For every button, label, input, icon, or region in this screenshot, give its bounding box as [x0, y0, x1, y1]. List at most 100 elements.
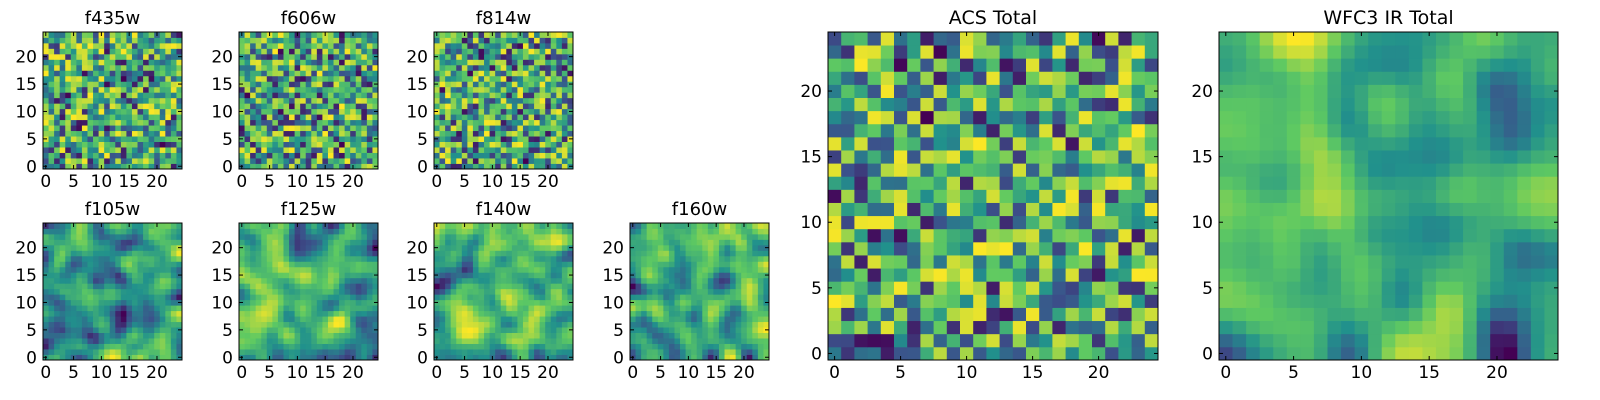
- heatmap-cell: [81, 327, 88, 333]
- heatmap-cell: [484, 261, 490, 268]
- heatmap-cell: [730, 332, 737, 339]
- heatmap-cell: [763, 228, 770, 235]
- heatmap-cell: [305, 103, 312, 110]
- heatmap-cell: [165, 299, 172, 306]
- heatmap-cell: [561, 163, 568, 170]
- heatmap-cell: [104, 32, 111, 38]
- heatmap-cell: [366, 310, 373, 317]
- heatmap-cell: [255, 261, 262, 268]
- heatmap-cell: [489, 261, 496, 268]
- heatmap-cell: [461, 288, 468, 295]
- heatmap-cell: [561, 125, 568, 132]
- heatmap-cell: [841, 228, 855, 243]
- heatmap-cell: [946, 189, 961, 203]
- heatmap-cell: [635, 239, 642, 246]
- heatmap-cell: [48, 250, 55, 257]
- heatmap-cell: [999, 241, 1014, 256]
- heatmap-cell: [48, 119, 55, 126]
- heatmap-cell: [98, 86, 105, 93]
- heatmap-cell: [484, 255, 490, 262]
- heatmap-cell: [93, 233, 99, 240]
- heatmap-cell: [867, 215, 882, 230]
- heatmap-cell: [489, 42, 496, 49]
- heatmap-cell: [663, 316, 670, 323]
- heatmap-cell: [244, 288, 251, 295]
- heatmap-cell: [327, 349, 334, 355]
- heatmap-cell: [567, 42, 574, 49]
- heatmap-cell: [126, 130, 133, 137]
- heatmap-cell: [484, 136, 490, 142]
- heatmap-cell: [506, 316, 513, 323]
- heatmap-cell: [255, 288, 262, 295]
- heatmap-cell: [534, 310, 541, 317]
- heatmap-cell: [255, 130, 262, 137]
- heatmap-cell: [489, 158, 496, 164]
- heatmap-cell: [495, 97, 502, 104]
- heatmap-cell: [445, 42, 452, 49]
- heatmap-cell: [131, 81, 138, 88]
- heatmap-cell: [445, 321, 452, 328]
- heatmap-cell: [120, 114, 127, 121]
- heatmap-cell: [159, 130, 166, 137]
- heatmap-cell: [439, 223, 446, 229]
- heatmap-cell: [946, 346, 961, 361]
- heatmap-cell: [1026, 189, 1040, 203]
- heatmap-cell: [445, 239, 452, 246]
- heatmap-cell: [76, 239, 83, 246]
- heatmap-cell: [907, 281, 921, 295]
- heatmap-cell: [255, 136, 262, 142]
- heatmap-cell: [355, 250, 362, 257]
- heatmap-cell: [366, 332, 373, 339]
- heatmap-cell: [43, 343, 49, 350]
- heatmap-cell: [165, 277, 172, 284]
- heatmap-cell: [170, 114, 177, 121]
- heatmap-cell: [495, 42, 502, 49]
- heatmap-cell: [1144, 268, 1159, 282]
- heatmap-cell: [445, 59, 452, 66]
- heatmap-cell: [630, 343, 636, 350]
- x-tick-label: 10: [287, 172, 309, 192]
- heatmap-cell: [327, 152, 334, 159]
- heatmap-cell: [137, 37, 144, 44]
- heatmap-cell: [154, 349, 161, 355]
- heatmap-cell: [81, 310, 88, 317]
- heatmap-cell: [1078, 294, 1093, 308]
- heatmap-cell: [87, 283, 94, 290]
- heatmap-cell: [489, 283, 496, 290]
- heatmap-cell: [450, 223, 457, 229]
- heatmap-cell: [495, 354, 502, 361]
- heatmap-cell: [495, 158, 502, 164]
- heatmap-cell: [550, 233, 557, 240]
- heatmap-cell: [478, 53, 485, 60]
- heatmap-cell: [93, 321, 99, 328]
- heatmap-cell: [244, 103, 251, 110]
- heatmap-cell: [137, 294, 144, 301]
- heatmap-cell: [517, 332, 524, 339]
- heatmap-cell: [54, 244, 61, 251]
- heatmap-cell: [305, 233, 312, 240]
- heatmap-cell: [289, 233, 295, 240]
- heatmap-cell: [148, 75, 155, 82]
- heatmap-cell: [87, 343, 94, 350]
- heatmap-cell: [54, 261, 61, 268]
- heatmap-cell: [467, 283, 474, 290]
- heatmap-cell: [933, 202, 948, 217]
- heatmap-cell: [170, 327, 177, 333]
- heatmap-cell: [148, 321, 155, 328]
- heatmap-cell: [445, 37, 452, 44]
- heatmap-cell: [663, 332, 670, 339]
- heatmap-cell: [239, 37, 245, 44]
- heatmap-cell: [545, 266, 552, 273]
- heatmap-cell: [986, 163, 1000, 177]
- heatmap-cell: [746, 266, 753, 273]
- heatmap-cell: [461, 299, 468, 306]
- heatmap-cell: [355, 81, 362, 88]
- heatmap-cell: [746, 233, 753, 240]
- heatmap-cell: [880, 163, 895, 177]
- x-tick-label: 15: [314, 172, 336, 192]
- heatmap-cell: [93, 53, 99, 60]
- heatmap-cell: [1039, 176, 1053, 190]
- heatmap-cell: [355, 223, 362, 229]
- heatmap-cell: [98, 75, 105, 82]
- heatmap-cell: [652, 316, 659, 323]
